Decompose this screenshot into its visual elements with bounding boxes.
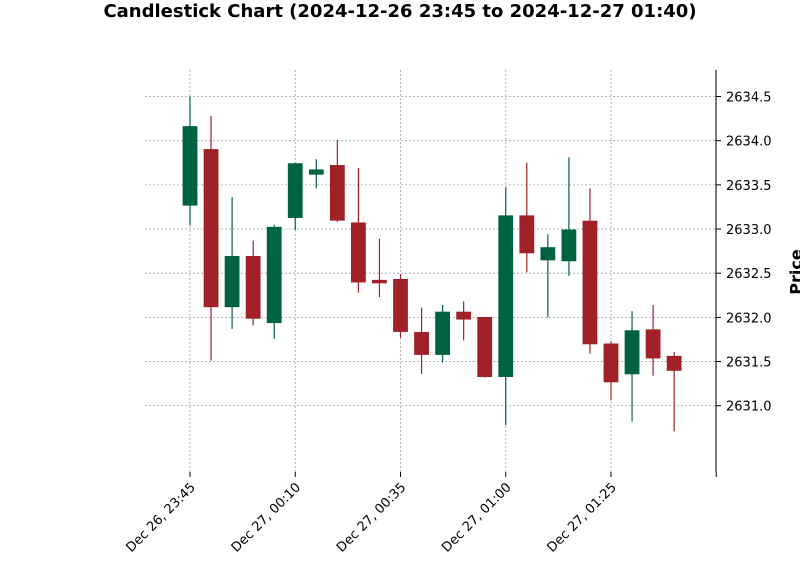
candle-up	[308, 159, 324, 189]
candle-up	[540, 234, 556, 318]
candle-down	[645, 305, 661, 376]
x-tick-label: Dec 27, 01:25	[544, 480, 619, 555]
candle-down	[372, 238, 387, 298]
candle-body	[477, 316, 493, 377]
candle-down	[393, 274, 408, 338]
y-tick-label: 2633.0	[726, 223, 772, 238]
candle-up	[266, 224, 282, 339]
chart-title: Candlestick Chart (2024-12-26 23:45 to 2…	[103, 1, 696, 22]
candle-down	[350, 168, 366, 293]
candle-down	[477, 316, 493, 378]
x-tick-label: Dec 26, 23:45	[123, 480, 198, 555]
candle-body	[540, 247, 556, 261]
y-tick-label: 2634.5	[726, 91, 772, 106]
candle-up	[435, 305, 451, 363]
candle-up	[224, 197, 240, 329]
candle-up	[498, 187, 514, 426]
candle-body	[603, 343, 619, 383]
candle-down	[666, 351, 682, 432]
candle-body	[498, 215, 514, 377]
candle-body	[519, 215, 535, 254]
y-tick-label: 2632.0	[726, 311, 772, 326]
candle-down	[203, 115, 219, 361]
candle-body	[266, 226, 282, 324]
candle-down	[603, 341, 619, 401]
y-tick-label: 2631.0	[726, 400, 772, 415]
candle-down	[519, 162, 535, 273]
candle-body	[203, 149, 219, 308]
candle-body	[456, 311, 472, 320]
candle-up	[624, 311, 640, 422]
candle-body	[645, 329, 661, 359]
candle-body	[245, 256, 261, 319]
candle-body	[350, 222, 366, 283]
candle-body	[582, 220, 598, 345]
candle-down	[245, 240, 261, 326]
candles	[182, 96, 682, 432]
candle-up	[561, 157, 577, 276]
candle-body	[182, 126, 198, 206]
candle-body	[666, 355, 682, 371]
candle-body	[329, 165, 345, 221]
x-tick-label: Dec 27, 00:10	[229, 480, 304, 555]
candle-down	[414, 307, 429, 374]
x-tick-label: Dec 27, 00:35	[334, 480, 409, 555]
candle-body	[414, 332, 429, 355]
candle-body	[393, 278, 408, 332]
candle-up	[287, 162, 303, 230]
candle-down	[456, 301, 472, 341]
candle-body	[372, 279, 387, 284]
candle-body	[561, 229, 577, 262]
candle-body	[224, 256, 240, 308]
y-tick-label: 2632.5	[726, 267, 772, 282]
x-tick-label: Dec 27, 01:00	[439, 480, 514, 555]
candle-body	[287, 163, 303, 218]
y-tick-label: 2634.0	[726, 135, 772, 150]
candle-body	[308, 169, 324, 175]
candle-body	[624, 330, 640, 375]
candle-body	[435, 311, 451, 355]
candle-up	[182, 96, 198, 226]
y-tick-label: 2633.5	[726, 179, 772, 194]
candle-down	[329, 139, 345, 222]
candle-down	[582, 188, 598, 354]
y-axis-label: Price	[787, 249, 800, 295]
y-tick-label: 2631.5	[726, 356, 772, 371]
